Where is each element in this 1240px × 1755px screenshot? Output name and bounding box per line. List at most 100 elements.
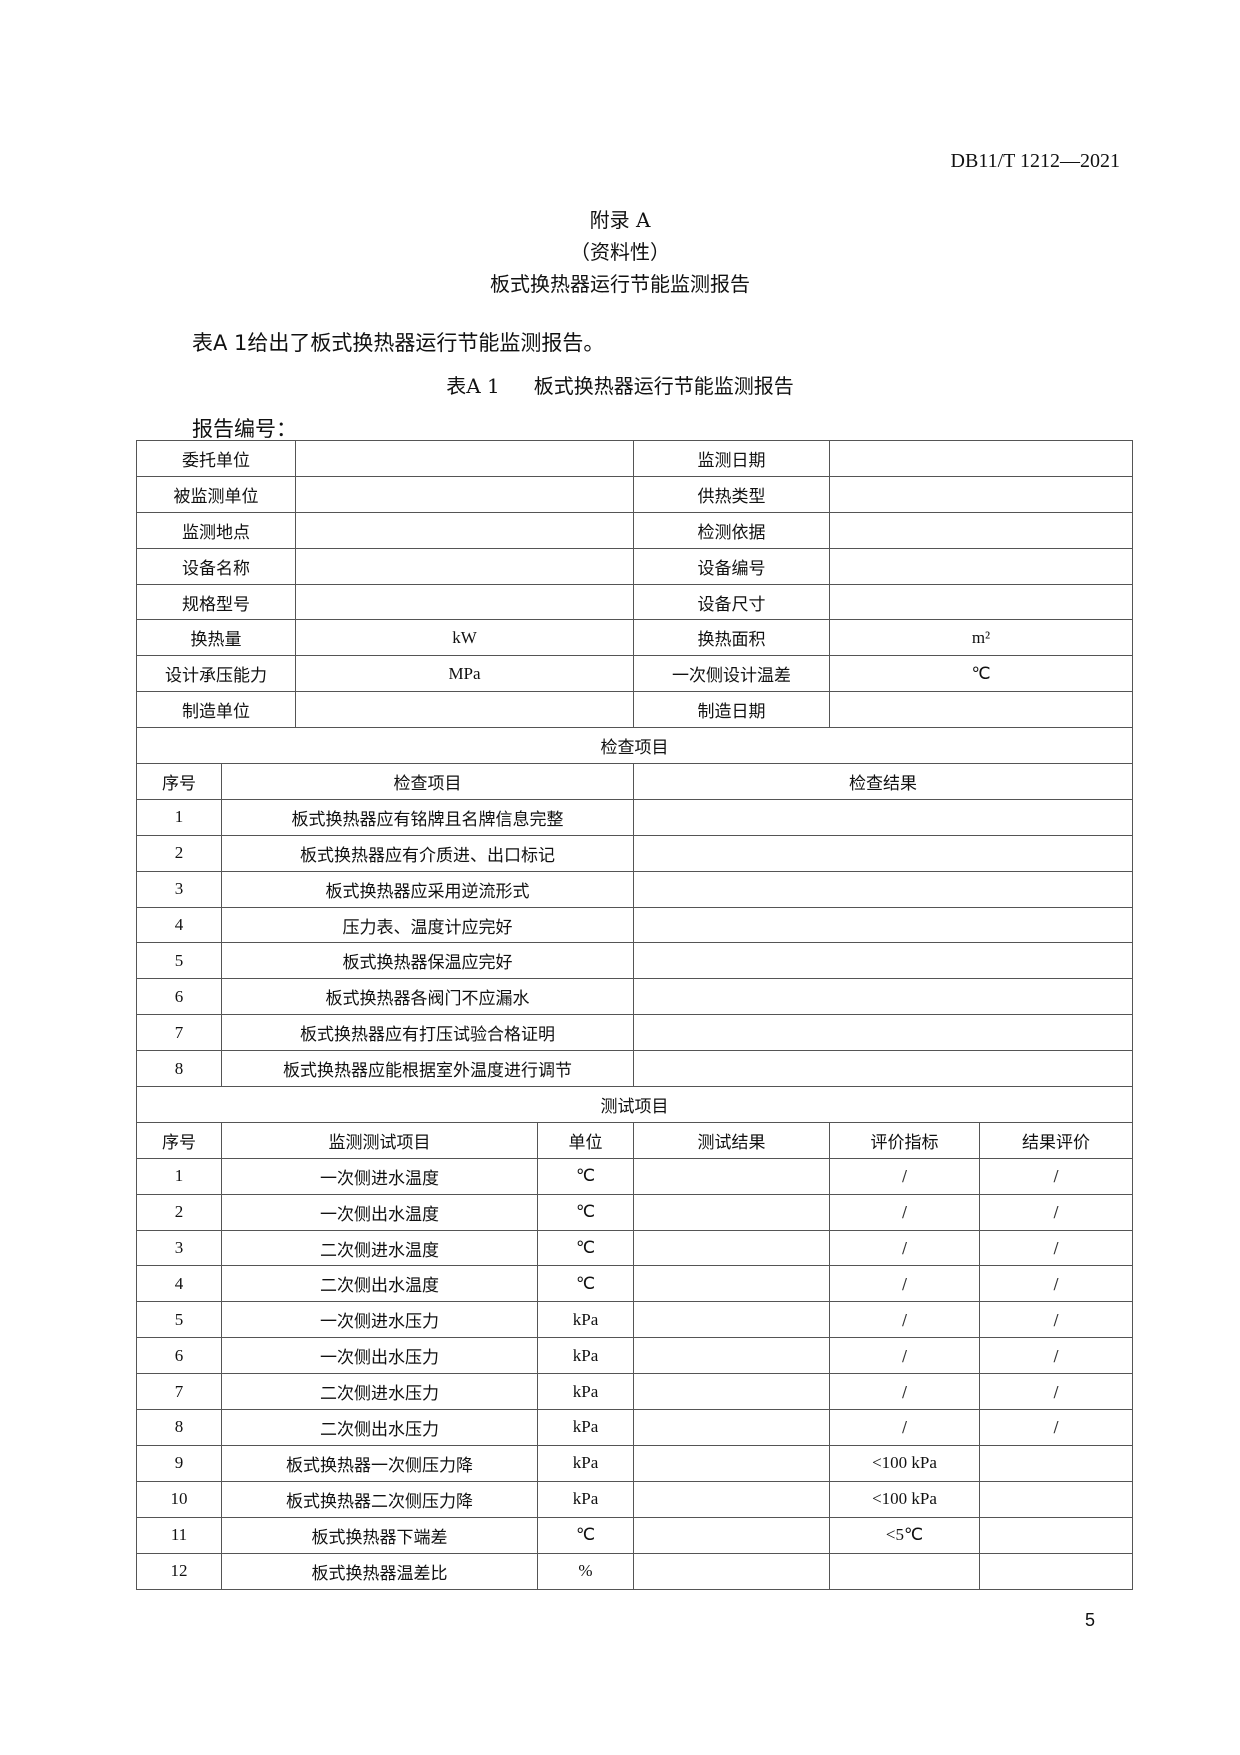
info-value	[295, 440, 634, 477]
row-no: 9	[136, 1444, 222, 1482]
table-row: 序号 检查项目 检查结果	[136, 763, 1133, 800]
test-item: 板式换热器一次侧压力降	[221, 1444, 538, 1482]
header-no: 序号	[136, 1121, 222, 1159]
row-no: 3	[136, 870, 222, 908]
test-item: 一次侧出水压力	[221, 1337, 538, 1375]
inspection-item: 板式换热器保温应完好	[221, 942, 634, 980]
appendix-title: 附录 A	[589, 208, 651, 232]
test-result	[633, 1516, 830, 1554]
inspection-item: 板式换热器各阀门不应漏水	[221, 978, 634, 1016]
test-index: /	[829, 1409, 980, 1446]
test-item: 二次侧进水温度	[221, 1229, 538, 1267]
inspection-section-title: 检查项目	[136, 727, 1133, 765]
document-number: DB11/T 1212—2021	[950, 150, 1120, 172]
test-result	[633, 1229, 830, 1267]
table-row: 3 板式换热器应采用逆流形式	[136, 870, 1133, 908]
test-result	[633, 1552, 830, 1590]
test-item: 二次侧出水压力	[221, 1409, 538, 1446]
test-evaluation	[979, 1444, 1133, 1482]
test-result	[633, 1301, 830, 1339]
test-result	[633, 1409, 830, 1446]
test-evaluation	[979, 1480, 1133, 1518]
row-no: 4	[136, 1265, 222, 1303]
test-index: /	[829, 1337, 980, 1375]
row-no: 8	[136, 1050, 222, 1088]
test-item: 板式换热器二次侧压力降	[221, 1480, 538, 1518]
table-row: 规格型号 设备尺寸	[136, 583, 1133, 621]
info-value	[829, 511, 1133, 549]
test-evaluation: /	[979, 1193, 1133, 1231]
inspection-item: 板式换热器应采用逆流形式	[221, 870, 634, 908]
table-row: 2 一次侧出水温度 ℃ / /	[136, 1193, 1133, 1231]
table-row: 8 二次侧出水压力 kPa / /	[136, 1409, 1133, 1446]
row-no: 8	[136, 1409, 222, 1446]
row-no: 5	[136, 942, 222, 980]
test-evaluation: /	[979, 1157, 1133, 1195]
info-value: MPa	[295, 655, 634, 693]
test-index: /	[829, 1301, 980, 1339]
table-row: 被监测单位 供热类型	[136, 475, 1133, 513]
test-result	[633, 1480, 830, 1518]
inspection-item: 板式换热器应有打压试验合格证明	[221, 1014, 634, 1052]
info-label: 监测地点	[136, 511, 296, 549]
test-evaluation: /	[979, 1373, 1133, 1411]
header-item: 监测测试项目	[221, 1121, 538, 1159]
header-no: 序号	[136, 763, 222, 800]
table-row: 监测地点 检测依据	[136, 511, 1133, 549]
report-number-label: 报告编号：	[192, 417, 297, 441]
inspection-result	[633, 834, 1133, 872]
table-row: 序号 监测测试项目 单位 测试结果 评价指标 结果评价	[136, 1121, 1133, 1159]
table-row: 11 板式换热器下端差 ℃ <5℃	[136, 1516, 1133, 1554]
inspection-item: 压力表、温度计应完好	[221, 906, 634, 944]
row-no: 6	[136, 1337, 222, 1375]
table-row: 4 压力表、温度计应完好	[136, 906, 1133, 944]
test-item: 二次侧进水压力	[221, 1373, 538, 1411]
caption-label: 表A 1	[446, 374, 500, 398]
info-value	[295, 547, 634, 585]
info-label: 一次侧设计温差	[633, 655, 830, 693]
test-index: /	[829, 1373, 980, 1411]
row-no: 10	[136, 1480, 222, 1518]
row-no: 2	[136, 1193, 222, 1231]
report-table: 委托单位 监测日期 被监测单位 供热类型 监测地点 检测依据 设备名称 设备编号 规格型号 设备尺…	[136, 440, 1133, 1590]
row-no: 3	[136, 1229, 222, 1267]
info-label: 供热类型	[633, 475, 830, 513]
table-row: 换热量 kW 换热面积 m²	[136, 619, 1133, 657]
table-row: 制造单位 制造日期	[136, 691, 1133, 729]
test-unit: kPa	[537, 1444, 634, 1482]
info-label: 委托单位	[136, 440, 296, 477]
intro-paragraph: 表A 1给出了板式换热器运行节能监测报告。	[192, 331, 605, 355]
row-no: 1	[136, 1157, 222, 1195]
header-unit: 单位	[537, 1121, 634, 1159]
info-label: 制造单位	[136, 691, 296, 729]
test-evaluation: /	[979, 1229, 1133, 1267]
table-row: 1 板式换热器应有铭牌且名牌信息完整	[136, 798, 1133, 836]
info-label: 规格型号	[136, 583, 296, 621]
test-unit: ℃	[537, 1157, 634, 1195]
header-item: 检查项目	[221, 763, 634, 800]
header-index: 评价指标	[829, 1121, 980, 1159]
caption-title: 板式换热器运行节能监测报告	[533, 374, 794, 398]
inspection-item: 板式换热器应能根据室外温度进行调节	[221, 1050, 634, 1088]
table-row: 2 板式换热器应有介质进、出口标记	[136, 834, 1133, 872]
inspection-result	[633, 978, 1133, 1016]
row-no: 7	[136, 1014, 222, 1052]
testing-section-title: 测试项目	[136, 1086, 1133, 1123]
table-row: 10 板式换热器二次侧压力降 kPa <100 kPa	[136, 1480, 1133, 1518]
table-row: 设备名称 设备编号	[136, 547, 1133, 585]
test-unit: kPa	[537, 1373, 634, 1411]
test-unit: ℃	[537, 1516, 634, 1554]
test-unit: kPa	[537, 1480, 634, 1518]
row-no: 12	[136, 1552, 222, 1590]
table-row: 12 板式换热器温差比%	[136, 1552, 1133, 1590]
info-label: 设备尺寸	[633, 583, 830, 621]
info-label: 设计承压能力	[136, 655, 296, 693]
table-row: 5 一次侧进水压力 kPa / /	[136, 1301, 1133, 1339]
test-item: 一次侧进水温度	[221, 1157, 538, 1195]
test-unit: kPa	[537, 1409, 634, 1446]
appendix-nature: （资料性）	[570, 240, 670, 264]
table-row: 8 板式换热器应能根据室外温度进行调节	[136, 1050, 1133, 1088]
inspection-item: 板式换热器应有介质进、出口标记	[221, 834, 634, 872]
appendix-heading: 板式换热器运行节能监测报告	[490, 272, 750, 296]
info-value: ℃	[829, 655, 1133, 693]
